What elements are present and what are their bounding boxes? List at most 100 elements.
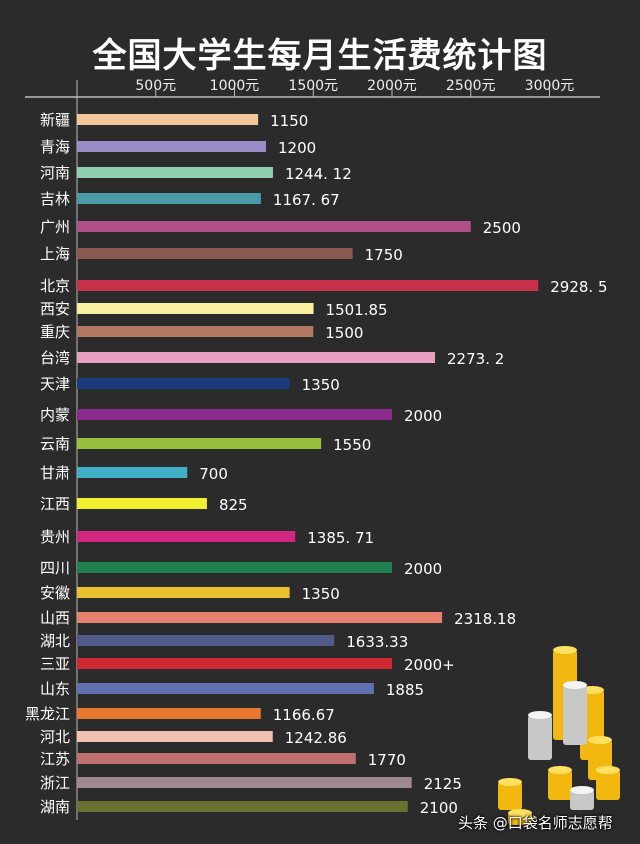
data-label: 1500 [325,324,363,342]
category-label: 河北 [40,728,70,746]
coin-stack-icon [548,770,572,800]
coin-top-icon [570,786,594,794]
category-label: 江苏 [40,750,70,768]
x-tick-label: 2000元 [367,78,417,94]
bar [77,658,392,669]
category-label: 吉林 [40,190,70,208]
data-label: 1150 [270,112,308,130]
category-label: 重庆 [40,323,70,341]
coin-stack-icon [528,715,552,760]
category-label: 新疆 [40,111,70,129]
data-label: 1244. 12 [285,165,352,183]
data-label: 825 [219,496,248,514]
category-label: 浙江 [40,774,70,792]
bar [77,612,443,623]
category-label: 安徽 [40,584,70,602]
category-label: 黑龙江 [25,705,70,723]
bar [77,635,335,646]
coin-stack-icon [570,790,594,810]
category-label: 台湾 [40,349,70,367]
bar [77,280,539,291]
data-label: 1501.85 [326,301,388,319]
bar [77,498,207,509]
coin-top-icon [548,766,572,774]
coin-top-icon [563,681,587,689]
data-label: 1350 [302,376,340,394]
bar [77,683,374,694]
coin-stack-icon [596,770,620,800]
bar [77,438,322,449]
data-label: 2100 [420,799,458,817]
data-label: 2000 [404,560,442,578]
category-label: 山东 [40,680,70,698]
bar [77,221,471,232]
data-label: 1633.33 [346,633,408,651]
bar [77,562,392,573]
data-label: 1885 [386,681,424,699]
bar [77,352,436,363]
data-label: 2500 [483,219,521,237]
category-label: 山西 [40,609,70,627]
coin-stack-icon [498,782,522,810]
data-label: 2318.18 [454,610,516,628]
bar [77,587,290,598]
data-label: 1770 [368,751,406,769]
category-label: 西安 [40,300,70,318]
category-label: 河南 [40,164,70,182]
data-label: 1385. 71 [307,529,374,547]
category-label: 湖北 [40,632,70,650]
category-label: 贵州 [40,528,70,546]
category-label: 甘肃 [40,464,70,482]
coin-top-icon [588,736,612,744]
bar [77,777,412,788]
data-label: 700 [199,465,228,483]
bar [77,531,296,542]
data-label: 1200 [278,139,316,157]
data-label: 1166.67 [273,706,335,724]
bar [77,409,392,420]
data-label: 2928. 5 [550,278,607,296]
coin-top-icon [498,778,522,786]
bar [77,114,259,125]
data-label: 2125 [424,775,462,793]
bar [77,167,273,178]
coin-top-icon [528,711,552,719]
category-label: 天津 [40,375,70,393]
x-tick-label: 1000元 [210,78,260,94]
x-tick-label: 2500元 [446,78,496,94]
bar [77,378,290,389]
chart-title: 全国大学生每月生活费统计图 [92,36,548,76]
bar [77,708,261,719]
x-tick-label: 3000元 [525,78,575,94]
category-label: 云南 [40,435,70,453]
data-label: 2273. 2 [447,350,504,368]
watermark: 头条 @口袋名师志愿帮 [458,814,613,832]
bar [77,801,408,812]
bar [77,326,314,337]
category-label: 北京 [40,277,70,295]
data-label: 1350 [302,585,340,603]
category-label: 湖南 [40,798,70,816]
data-label: 2000 [404,407,442,425]
category-label: 广州 [40,218,70,236]
x-tick-label: 1500元 [288,78,338,94]
coin-top-icon [596,766,620,774]
category-label: 青海 [40,138,70,156]
bar [77,248,353,259]
x-tick-label: 500元 [135,78,176,94]
category-label: 三亚 [40,655,70,673]
bar [77,303,314,314]
data-label: 1167. 67 [273,191,340,209]
data-label: 1242.86 [285,729,347,747]
bar [77,467,188,478]
category-label: 内蒙 [40,406,70,424]
data-label: 1750 [365,246,403,264]
coin-top-icon [553,646,577,654]
bar [77,193,261,204]
bar [77,753,356,764]
bar [77,141,266,152]
data-label: 1550 [333,436,371,454]
coin-stack-icon [563,685,587,745]
bar [77,731,273,742]
